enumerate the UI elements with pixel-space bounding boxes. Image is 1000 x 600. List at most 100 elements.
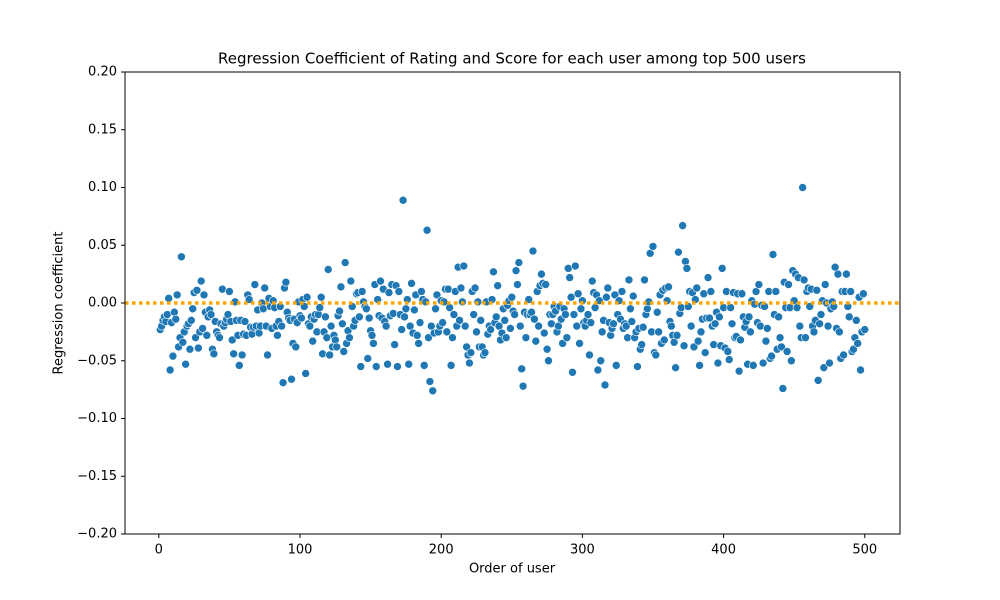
point bbox=[709, 340, 718, 349]
point bbox=[648, 242, 658, 251]
point bbox=[602, 292, 611, 302]
chart-title: Regression Coefficient of Rating and Sco… bbox=[218, 50, 806, 68]
point bbox=[486, 325, 495, 334]
point bbox=[466, 348, 476, 357]
point bbox=[332, 342, 342, 352]
point bbox=[849, 344, 858, 354]
point bbox=[860, 325, 870, 334]
x-tick-label: 300 bbox=[570, 543, 595, 558]
point bbox=[315, 303, 325, 312]
point bbox=[768, 250, 778, 259]
point bbox=[449, 310, 459, 319]
point bbox=[234, 361, 244, 370]
point bbox=[825, 358, 834, 368]
point bbox=[281, 277, 291, 287]
point bbox=[727, 319, 737, 329]
point bbox=[566, 292, 576, 302]
y-tick-label: −0.15 bbox=[77, 469, 117, 484]
point bbox=[544, 356, 553, 366]
point bbox=[774, 312, 783, 322]
point bbox=[383, 359, 392, 369]
point bbox=[422, 225, 432, 235]
point bbox=[171, 314, 181, 324]
point bbox=[186, 316, 196, 325]
point bbox=[637, 340, 646, 349]
point bbox=[301, 369, 310, 378]
y-tick-label: −0.10 bbox=[77, 411, 117, 426]
point bbox=[606, 331, 615, 340]
point bbox=[263, 350, 272, 360]
point bbox=[237, 350, 247, 360]
point bbox=[260, 283, 270, 293]
point bbox=[185, 344, 195, 354]
point bbox=[390, 340, 399, 349]
point bbox=[465, 358, 474, 368]
point bbox=[363, 354, 373, 363]
point bbox=[801, 333, 810, 342]
point bbox=[362, 304, 371, 314]
point bbox=[346, 276, 356, 286]
point bbox=[518, 381, 528, 391]
point bbox=[455, 316, 464, 325]
x-tick-label: 200 bbox=[429, 543, 454, 558]
point bbox=[600, 380, 610, 390]
point bbox=[510, 310, 519, 319]
point bbox=[177, 252, 186, 262]
point bbox=[240, 317, 250, 326]
point bbox=[853, 339, 863, 348]
point bbox=[617, 287, 627, 296]
point bbox=[345, 333, 354, 342]
point bbox=[493, 281, 502, 290]
point bbox=[561, 310, 570, 319]
point bbox=[710, 319, 720, 329]
point bbox=[565, 273, 574, 282]
point bbox=[610, 290, 620, 300]
x-tick-label: 100 bbox=[288, 543, 313, 558]
point bbox=[287, 374, 296, 384]
point bbox=[192, 285, 202, 295]
point bbox=[181, 359, 190, 369]
point bbox=[651, 350, 661, 360]
point bbox=[472, 327, 481, 337]
y-tick-label: 0.15 bbox=[88, 122, 117, 137]
point bbox=[291, 342, 301, 352]
point bbox=[569, 310, 579, 319]
point bbox=[428, 386, 438, 396]
point bbox=[798, 183, 807, 192]
point bbox=[277, 321, 286, 331]
y-tick-label: −0.05 bbox=[77, 353, 117, 368]
point bbox=[626, 304, 635, 314]
point bbox=[202, 331, 212, 340]
point bbox=[340, 258, 350, 267]
point bbox=[562, 333, 572, 342]
point bbox=[480, 348, 490, 357]
point bbox=[415, 318, 425, 327]
point bbox=[537, 269, 546, 279]
point bbox=[696, 327, 706, 337]
x-tick-label: 400 bbox=[711, 543, 736, 558]
point bbox=[643, 304, 652, 314]
point bbox=[846, 287, 855, 296]
point bbox=[401, 304, 411, 314]
point bbox=[638, 322, 648, 332]
point bbox=[573, 289, 583, 299]
point bbox=[558, 339, 567, 348]
point bbox=[852, 316, 861, 325]
plot-frame bbox=[124, 71, 901, 535]
point bbox=[816, 310, 826, 319]
point bbox=[795, 321, 805, 331]
x-axis-label: Order of user bbox=[469, 562, 556, 577]
y-tick-label: 0.05 bbox=[88, 238, 117, 253]
point bbox=[462, 342, 471, 352]
point bbox=[191, 333, 200, 342]
point bbox=[736, 335, 745, 345]
point bbox=[338, 319, 347, 329]
point bbox=[715, 312, 724, 322]
point bbox=[844, 312, 854, 322]
point bbox=[356, 362, 366, 371]
point bbox=[170, 307, 179, 317]
x-tick-label: 0 bbox=[155, 543, 163, 558]
point bbox=[364, 313, 374, 323]
point bbox=[206, 310, 216, 319]
point bbox=[196, 276, 206, 286]
